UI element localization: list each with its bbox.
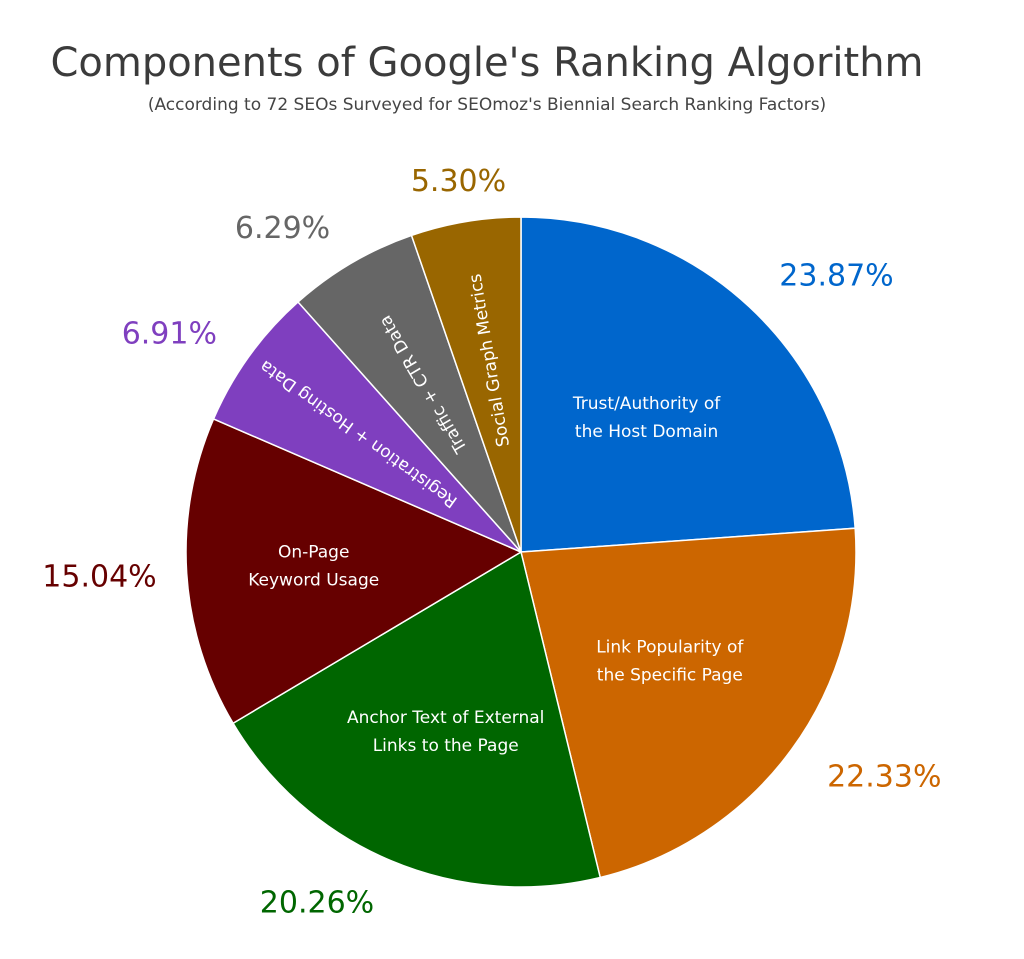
slice-label-line: Links to the Page <box>373 736 519 756</box>
chart-subtitle: (According to 72 SEOs Surveyed for SEOmo… <box>148 95 826 115</box>
pct-label-registration-hosting-data: 6.91% <box>122 316 217 351</box>
slice-label-line: Link Popularity of <box>596 638 744 658</box>
pie-slice-social-graph-metrics <box>410 216 522 553</box>
pie-slice-on-page-keyword-usage <box>185 417 523 725</box>
slice-label-on-page-keyword-usage: On-Page Keyword Usage <box>248 542 379 590</box>
slice-label-line: Trust/Authority of <box>572 394 721 414</box>
pie-slice-registration-hosting-data <box>212 300 522 553</box>
slice-label-line: the Specific Page <box>597 666 743 686</box>
slice-label-line: On-Page <box>278 542 349 562</box>
pct-label-anchor-text-of-external-links-to-the-page: 20.26% <box>260 885 374 920</box>
pie-slice-traffic-ctr-data <box>296 234 522 553</box>
slice-label-line: Anchor Text of External <box>347 708 544 728</box>
pie-slices <box>185 216 857 888</box>
pie-slice-trust-authority-of-the-host-domain <box>520 216 856 553</box>
slice-label-line: the Host Domain <box>575 422 718 442</box>
slice-label-anchor-text-of-external-links-to-the-page: Anchor Text of External Links to the Page <box>347 708 544 756</box>
pct-label-trust-authority-of-the-host-domain: 23.87% <box>779 259 893 294</box>
pct-label-link-popularity-of-the-specific-page: 22.33% <box>827 759 941 794</box>
pct-label-on-page-keyword-usage: 15.04% <box>42 559 156 594</box>
slice-label-line: Keyword Usage <box>248 570 379 590</box>
pie-slice-link-popularity-of-the-specific-page <box>520 527 857 879</box>
chart-title: Components of Google's Ranking Algorithm <box>50 40 923 86</box>
slice-label-link-popularity-of-the-specific-page: Link Popularity of the Specific Page <box>596 638 744 686</box>
slice-label-trust-authority-of-the-host-domain: Trust/Authority of the Host Domain <box>572 394 721 442</box>
percentage-labels: 23.87% 22.33% 20.26% 15.04% 6.91% 6.29% 5.30% <box>42 164 941 920</box>
pct-label-traffic-ctr-data: 6.29% <box>235 211 330 246</box>
pie-slice-anchor-text-of-external-links-to-the-page <box>232 550 602 888</box>
pct-label-social-graph-metrics: 5.30% <box>411 164 506 199</box>
